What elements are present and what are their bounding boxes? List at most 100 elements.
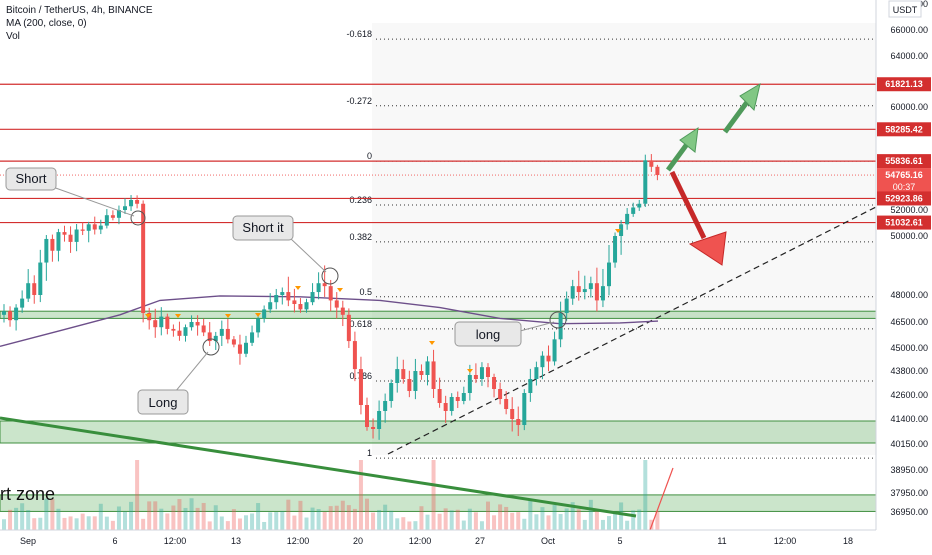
volume-bar [219, 516, 224, 530]
candle-body [637, 203, 642, 208]
price-tick: 42600.00 [890, 390, 928, 400]
price-tick: 60000.00 [890, 102, 928, 112]
time-axis[interactable] [0, 530, 932, 550]
volume-bar [479, 521, 484, 530]
price-tick: 66000.00 [890, 25, 928, 35]
callout-long2-text: long [476, 327, 501, 342]
time-axis-ticks: Sep 6 12:00 13 12:00 20 12:00 27 Oct 5 11 12:00 18 [20, 536, 853, 546]
volume-bar [262, 521, 267, 530]
volume-bar [316, 509, 321, 530]
candle-body [461, 393, 466, 401]
candle-body [171, 328, 176, 331]
volume-bar [528, 498, 533, 530]
pivot-circle-long [202, 338, 220, 356]
candle-body [625, 213, 630, 225]
price-tick: 43800.00 [890, 366, 928, 376]
volume-bar [256, 503, 261, 530]
volume-bar [116, 506, 121, 530]
callout-short-it[interactable]: Short it [232, 215, 294, 241]
callout-pointer-short [49, 185, 135, 217]
volume-bar [425, 514, 430, 530]
candle-body [268, 302, 273, 310]
volume-bar [431, 460, 436, 530]
candle-body [340, 307, 345, 315]
time-tick: 13 [231, 536, 241, 546]
arrow-down-red[interactable] [669, 170, 727, 266]
candle-body [147, 313, 152, 321]
currency-badge[interactable] [888, 0, 922, 18]
candle-body [510, 409, 515, 419]
volume-bar [298, 500, 303, 530]
price-tick: 38950.00 [890, 465, 928, 475]
candle-body [479, 367, 484, 379]
time-tick: Oct [541, 536, 556, 546]
candle-body [528, 379, 533, 393]
rising-trendline[interactable] [387, 206, 877, 455]
volume-bar [473, 512, 478, 530]
candle-body [546, 355, 551, 362]
volume-bar [92, 516, 97, 530]
falling-trendline[interactable] [0, 416, 637, 518]
volume-bar [104, 516, 109, 530]
price-tick: 48000.00 [890, 290, 928, 300]
volume-bar [516, 512, 521, 530]
volume-bar [304, 517, 309, 530]
candle-body [8, 311, 13, 321]
candle-body [74, 229, 79, 242]
volume-bar [449, 510, 454, 530]
volume-bar [213, 505, 218, 530]
volume-bar [123, 511, 127, 530]
candle-body [50, 238, 55, 251]
callout-long[interactable]: Long [137, 389, 189, 415]
volume-bar [413, 521, 418, 530]
candle-body [207, 332, 212, 342]
callout-pointer-long2 [519, 321, 555, 332]
marker-layer [145, 229, 621, 373]
candle-body [564, 298, 569, 313]
level-badge [877, 77, 931, 92]
volume-bar [80, 513, 85, 530]
volume-bar [643, 460, 648, 530]
volume-bar [250, 513, 255, 530]
candle-body [534, 367, 539, 379]
signal-marker [175, 314, 181, 318]
callout-short-it-text: Short it [242, 220, 284, 235]
candle-body [256, 318, 261, 333]
chart-title: Bitcoin / TetherUS, 4h, BINANCE [6, 5, 153, 16]
callout-long2[interactable]: long [454, 321, 522, 347]
volume-bar [407, 521, 412, 530]
candle-body [316, 283, 321, 293]
fib-label: 0.618 [349, 319, 372, 329]
candle-body [643, 160, 648, 204]
candle-body [177, 330, 182, 336]
candle-body [201, 325, 206, 333]
volume-bar [334, 505, 339, 530]
level-badge-text: 58285.42 [885, 124, 923, 134]
candle-body [613, 236, 618, 263]
arrow-up-2[interactable] [722, 82, 761, 134]
volume-bar [201, 502, 206, 530]
level-badge [877, 215, 931, 230]
volume-bar [401, 517, 406, 530]
candle-body [455, 397, 460, 401]
time-tick: 27 [475, 536, 485, 546]
volume-bar [389, 510, 394, 530]
callout-short[interactable]: Short [5, 167, 57, 191]
candle-body [377, 411, 382, 429]
volume-bar [594, 511, 599, 530]
volume-bar [625, 520, 630, 530]
pivot-circle-short [130, 210, 146, 226]
arrow-up-1[interactable] [665, 126, 699, 172]
candle-body [44, 238, 49, 263]
last-price-badge [877, 168, 931, 195]
volume-bar [225, 521, 230, 530]
volume-bar [655, 510, 660, 530]
volume-bar [98, 503, 103, 530]
time-tick: 20 [353, 536, 363, 546]
candle-body [352, 341, 357, 370]
candle-body [274, 295, 279, 303]
candle-body [244, 342, 248, 354]
level-badge-text: 61821.13 [885, 79, 923, 89]
candle-body [328, 286, 333, 301]
